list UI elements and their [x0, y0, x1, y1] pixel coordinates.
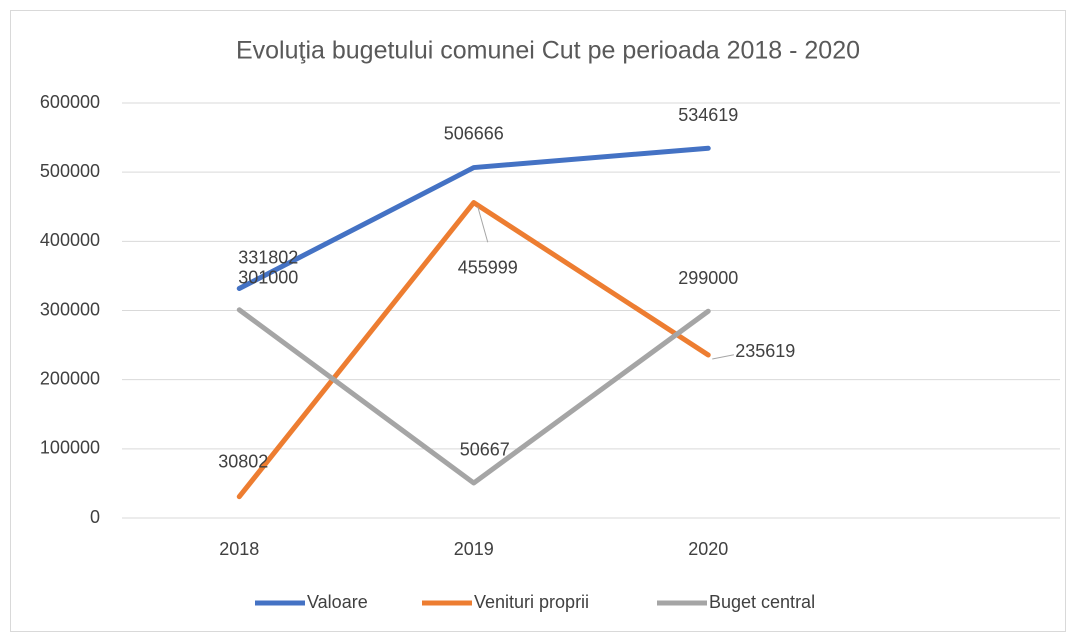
y-tick-label: 300000 [40, 299, 100, 319]
chart-frame [10, 10, 1066, 632]
legend-label: Buget central [709, 592, 815, 612]
line-series [236, 200, 711, 500]
y-tick-label: 400000 [40, 230, 100, 250]
legend-label: Valoare [307, 592, 368, 612]
y-tick-label: 100000 [40, 438, 100, 458]
y-tick-label: 600000 [40, 92, 100, 112]
chart-title: Evoluţia bugetului comunei Cut pe perioa… [236, 37, 860, 65]
x-tick-label: 2018 [219, 539, 259, 559]
data-label: 506666 [444, 123, 504, 143]
y-tick-label: 500000 [40, 161, 100, 181]
data-label: 235619 [735, 341, 795, 361]
line-series [236, 307, 711, 486]
data-label: 455999 [458, 257, 518, 277]
data-label: 299000 [678, 268, 738, 288]
x-tick-label: 2019 [454, 539, 494, 559]
data-label: 331802 [238, 247, 298, 267]
data-label: 301000 [238, 268, 298, 288]
leader-line [477, 206, 489, 243]
y-tick-label: 0 [90, 507, 100, 527]
line-series [236, 145, 711, 292]
x-tick-label: 2020 [688, 539, 728, 559]
y-tick-label: 200000 [40, 368, 100, 388]
legend-label: Venituri proprii [474, 592, 589, 612]
data-label: 30802 [218, 451, 268, 471]
data-label: 534619 [678, 105, 738, 125]
data-label: 50667 [460, 440, 510, 460]
leader-line [712, 354, 734, 360]
